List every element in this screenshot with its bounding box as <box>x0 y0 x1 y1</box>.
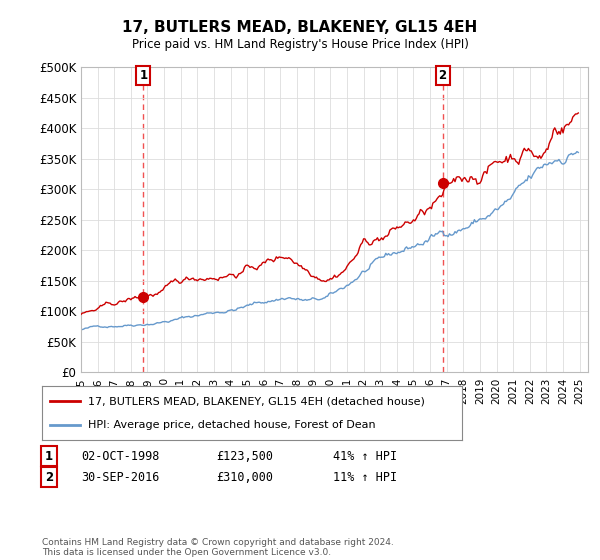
Text: 30-SEP-2016: 30-SEP-2016 <box>81 470 160 484</box>
Text: 2: 2 <box>439 69 446 82</box>
Text: 1: 1 <box>45 450 53 463</box>
Text: 17, BUTLERS MEAD, BLAKENEY, GL15 4EH (detached house): 17, BUTLERS MEAD, BLAKENEY, GL15 4EH (de… <box>88 396 425 407</box>
Text: 41% ↑ HPI: 41% ↑ HPI <box>333 450 397 463</box>
Text: Price paid vs. HM Land Registry's House Price Index (HPI): Price paid vs. HM Land Registry's House … <box>131 38 469 50</box>
Text: 17, BUTLERS MEAD, BLAKENEY, GL15 4EH: 17, BUTLERS MEAD, BLAKENEY, GL15 4EH <box>122 20 478 35</box>
Text: 11% ↑ HPI: 11% ↑ HPI <box>333 470 397 484</box>
Text: HPI: Average price, detached house, Forest of Dean: HPI: Average price, detached house, Fore… <box>88 419 376 430</box>
Text: Contains HM Land Registry data © Crown copyright and database right 2024.
This d: Contains HM Land Registry data © Crown c… <box>42 538 394 557</box>
Text: £123,500: £123,500 <box>216 450 273 463</box>
Text: 2: 2 <box>45 470 53 484</box>
Text: 1: 1 <box>139 69 148 82</box>
Text: 02-OCT-1998: 02-OCT-1998 <box>81 450 160 463</box>
Text: £310,000: £310,000 <box>216 470 273 484</box>
